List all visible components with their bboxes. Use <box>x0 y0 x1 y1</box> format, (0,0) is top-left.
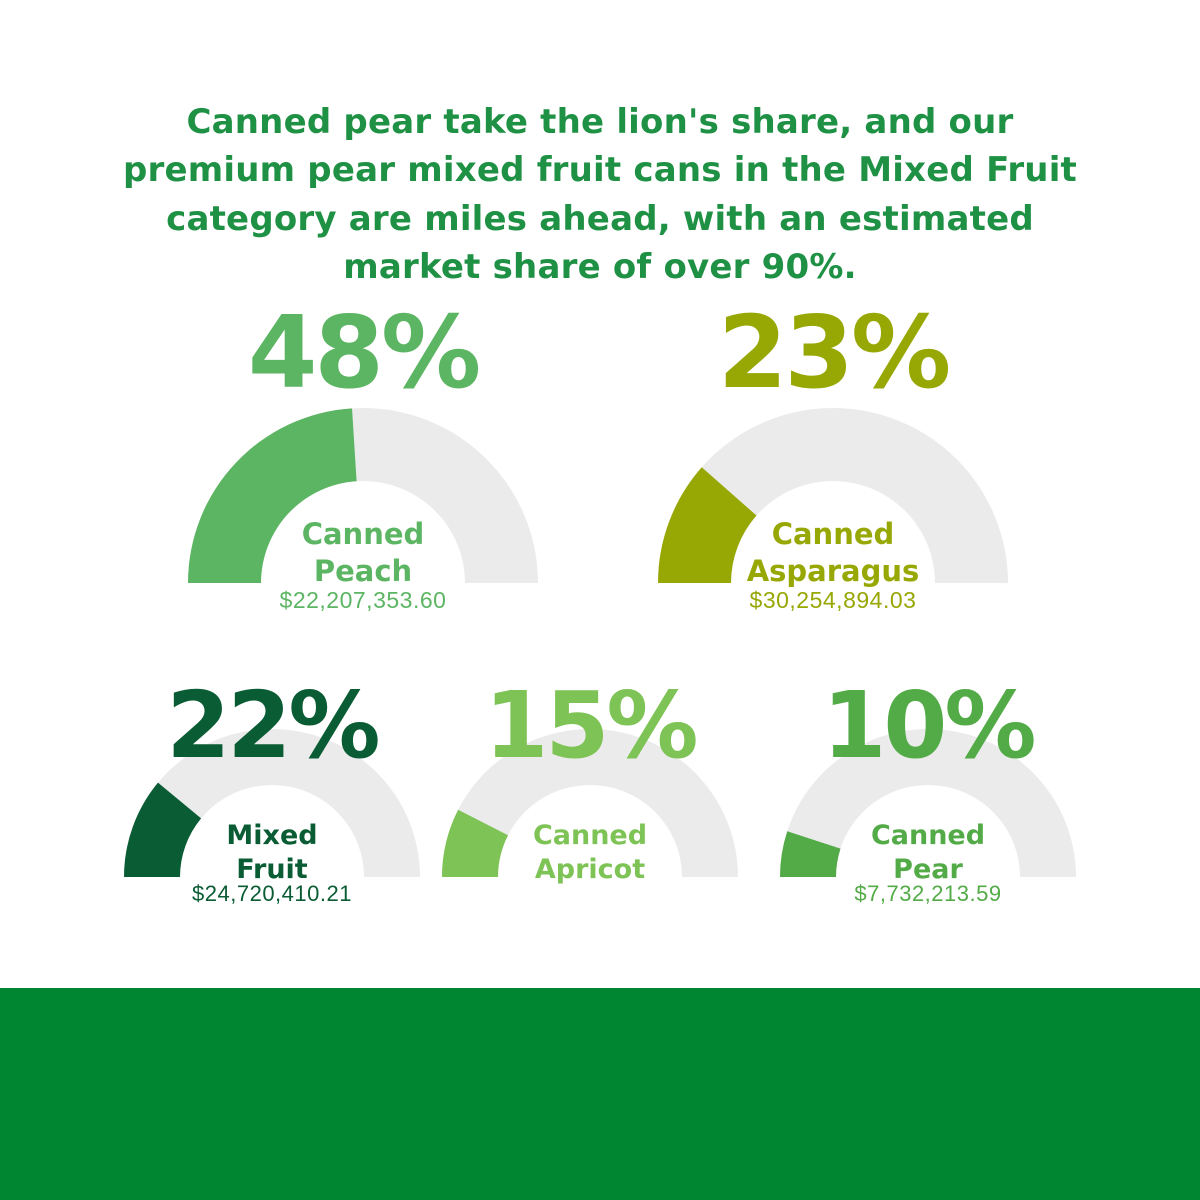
gauge-percent: 23% <box>717 294 951 411</box>
gauge-value: $7,732,213.59 <box>854 881 1002 906</box>
headline: Canned pear take the lion's share, and o… <box>122 102 1078 287</box>
gauge-label-line: Pear <box>893 854 963 885</box>
gauge-percent: 15% <box>484 672 698 779</box>
gauge-label: Canned Pear <box>778 819 1078 887</box>
gauge-percent: 10% <box>822 672 1036 779</box>
gauge-label-line: Canned <box>870 820 986 851</box>
gauge-label: Canned Asparagus <box>683 516 983 590</box>
gauge-percent: 48% <box>247 294 481 411</box>
gauge-label-line: Canned <box>532 820 648 851</box>
gauge-label-line: Mixed <box>226 820 318 851</box>
gauge-value: $30,254,894.03 <box>749 587 917 613</box>
gauge-arc <box>442 729 738 877</box>
gauge-label-line: Canned <box>301 517 425 551</box>
gauge-label-line: Canned <box>771 517 895 551</box>
gauge-track <box>658 408 1008 583</box>
gauge-value: $24,720,410.21 <box>192 881 352 906</box>
gauge-arc <box>658 408 1008 583</box>
footer-bar: EXPORT VALUE SHARE OF OUR TOP 5 PRODUCTS <box>0 988 1200 1200</box>
gauge-fill <box>442 809 509 877</box>
gauge-label-line: Asparagus <box>746 554 920 588</box>
gauge-value: $22,207,353.60 <box>279 587 447 613</box>
gauge-fill <box>780 831 841 877</box>
gauge-label-line: Apricot <box>534 854 646 885</box>
gauge-track <box>780 729 1076 877</box>
gauge-fill <box>188 408 357 583</box>
gauge-label: Canned Peach <box>213 516 513 590</box>
gauge-arc <box>188 408 538 583</box>
gauge-percent: 22% <box>166 672 380 779</box>
gauge-label: Mixed Fruit <box>122 819 422 887</box>
gauge-fill <box>658 467 757 583</box>
gauge-track <box>124 729 420 877</box>
gauge-arc <box>780 729 1076 877</box>
gauge-label-line: Peach <box>313 554 413 588</box>
gauge-label-line: Fruit <box>236 854 308 885</box>
gauge-arc <box>124 729 420 877</box>
gauge-track <box>442 729 738 877</box>
gauge-fill <box>124 782 202 877</box>
gauge-label: Canned Apricot <box>440 819 740 887</box>
